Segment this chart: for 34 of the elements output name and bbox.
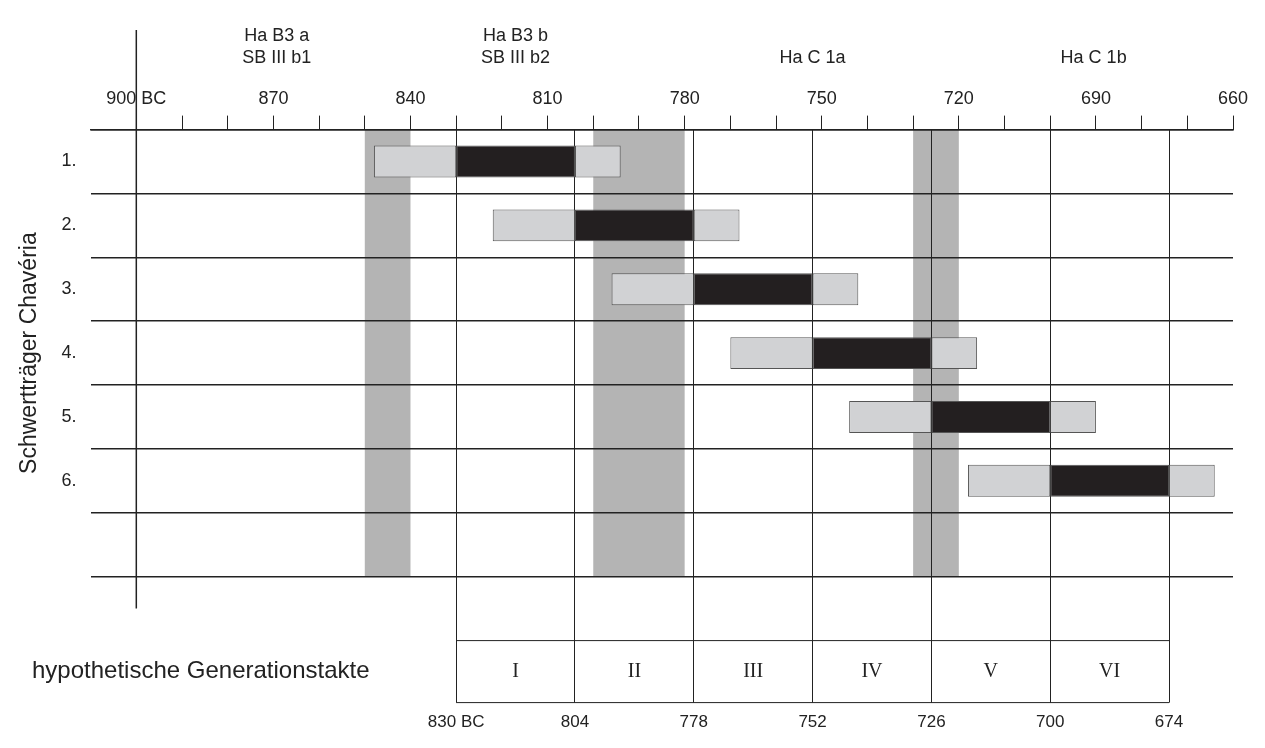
x2-tick-label: 750: [806, 87, 837, 108]
text: Ha C 1a: [779, 46, 847, 67]
text: IV: [861, 658, 884, 681]
x-tick-label: 804: [560, 712, 590, 732]
x2-tick-label: 840: [395, 87, 426, 108]
text: Ha C 1b: [1060, 46, 1127, 67]
y-tick-label: 5.: [61, 405, 77, 426]
x-tick-label: 752: [798, 712, 827, 732]
text: III: [743, 658, 764, 681]
y-tick-label: 4.: [61, 342, 77, 363]
x-tick-label: 830 BC: [427, 712, 485, 732]
x2-tick-label: 870: [258, 87, 289, 108]
y-axis-title: Schwertträger Chavéria: [15, 232, 42, 474]
x-tick-label: 700: [1036, 712, 1065, 732]
y-tick-label: 6.: [61, 469, 77, 490]
text: II: [627, 658, 642, 681]
text: V: [983, 658, 999, 681]
x-tick-label: 674: [1154, 712, 1184, 732]
x-tick-label: 726: [917, 712, 946, 732]
y-tick-label: 2.: [61, 214, 77, 235]
text: Ha B3 b SB III b2: [481, 24, 551, 67]
x2-tick-label: 720: [943, 87, 974, 108]
text: VI: [1099, 658, 1121, 681]
text: I: [512, 658, 519, 681]
x2-tick-label: 900 BC: [106, 87, 167, 108]
text: Ha B3 a SB III b1: [242, 24, 312, 67]
x2-tick-label: 810: [532, 87, 563, 108]
text: hypothetische Generationstakte: [32, 656, 370, 684]
x2-tick-label: 780: [669, 87, 700, 108]
x2-tick-label: 660: [1217, 87, 1249, 108]
x-tick-label: 778: [679, 712, 708, 732]
x2-tick-label: 690: [1080, 87, 1111, 108]
y-tick-label: 1.: [61, 150, 77, 171]
y-tick-label: 3.: [61, 278, 77, 299]
